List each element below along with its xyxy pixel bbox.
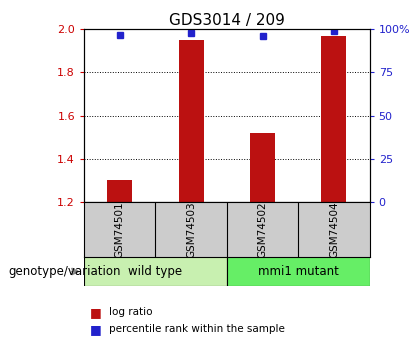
Bar — [227, 257, 370, 286]
Text: mmi1 mutant: mmi1 mutant — [258, 265, 339, 278]
Text: GSM74503: GSM74503 — [186, 201, 196, 258]
Bar — [178, 40, 204, 202]
Bar — [321, 36, 346, 202]
Text: genotype/variation: genotype/variation — [8, 265, 121, 278]
Bar — [107, 180, 132, 202]
Text: GSM74504: GSM74504 — [329, 201, 339, 258]
Text: GSM74501: GSM74501 — [115, 201, 125, 258]
Bar — [250, 133, 275, 202]
Text: ■: ■ — [90, 306, 102, 319]
Text: log ratio: log ratio — [109, 307, 153, 317]
Title: GDS3014 / 209: GDS3014 / 209 — [169, 13, 285, 28]
Bar — [84, 257, 227, 286]
Text: percentile rank within the sample: percentile rank within the sample — [109, 325, 285, 334]
Text: ■: ■ — [90, 323, 102, 336]
Text: wild type: wild type — [129, 265, 182, 278]
Text: GSM74502: GSM74502 — [257, 201, 268, 258]
